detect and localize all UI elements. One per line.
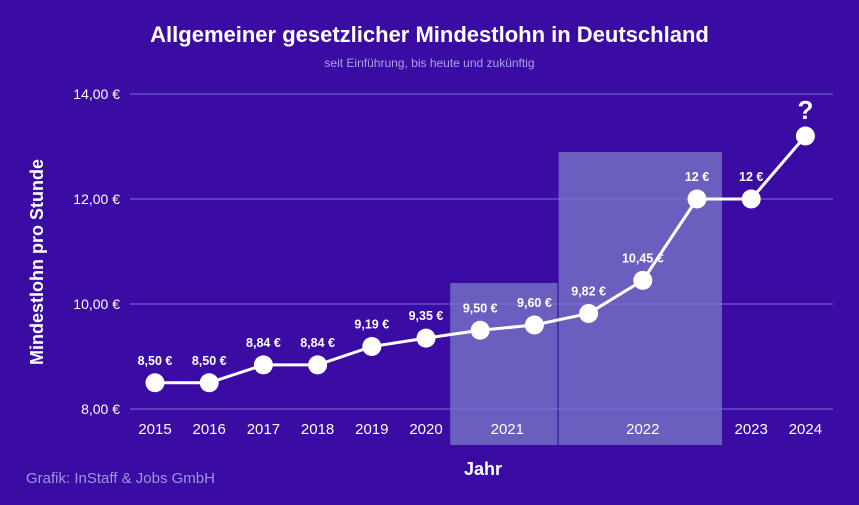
y-axis-label: Mindestlohn pro Stunde	[27, 159, 47, 365]
data-point	[687, 189, 707, 209]
highlight-box-2021	[450, 283, 558, 445]
chart-subtitle: seit Einführung, bis heute und zukünftig	[324, 56, 535, 70]
data-label: 8,50 €	[192, 354, 227, 368]
data-label: 8,50 €	[138, 354, 173, 368]
x-tick-label: 2023	[735, 421, 768, 438]
credit-text: Grafik: InStaff & Jobs GmbH	[26, 470, 215, 487]
data-point	[470, 320, 490, 340]
data-point	[633, 270, 653, 290]
data-point	[795, 126, 815, 146]
data-label: 12 €	[739, 170, 763, 184]
data-point	[199, 373, 219, 393]
data-label: 9,19 €	[354, 318, 389, 332]
y-tick-label: 14,00 €	[73, 86, 120, 102]
data-point	[308, 355, 328, 375]
data-point	[253, 355, 273, 375]
data-point	[362, 337, 382, 357]
data-label: 12 €	[685, 170, 709, 184]
x-tick-label: 2019	[355, 421, 388, 438]
data-label: 9,82 €	[571, 284, 606, 298]
x-tick-label: 2017	[247, 421, 280, 438]
data-label: ?	[797, 95, 813, 125]
data-label: 9,35 €	[409, 309, 444, 323]
data-label: 9,60 €	[517, 296, 552, 310]
x-tick-label: 2022	[626, 421, 659, 438]
y-tick-label: 10,00 €	[73, 296, 120, 312]
data-point	[741, 189, 761, 209]
x-tick-label: 2021	[491, 421, 524, 438]
data-label: 10,45 €	[622, 251, 664, 265]
data-label: 9,50 €	[463, 301, 498, 315]
data-point	[145, 373, 165, 393]
y-tick-label: 12,00 €	[73, 191, 120, 207]
x-tick-label: 2020	[409, 421, 442, 438]
x-axis-label: Jahr	[464, 459, 502, 479]
x-tick-label: 2016	[193, 421, 226, 438]
chart-title: Allgemeiner gesetzlicher Mindestlohn in …	[150, 22, 709, 47]
data-label: 8,84 €	[246, 336, 281, 350]
x-tick-label: 2024	[789, 421, 822, 438]
data-point	[416, 328, 436, 348]
x-tick-label: 2015	[138, 421, 171, 438]
data-point	[579, 303, 599, 323]
y-tick-label: 8,00 €	[81, 401, 120, 417]
x-tick-label: 2018	[301, 421, 334, 438]
data-point	[524, 315, 544, 335]
data-label: 8,84 €	[300, 336, 335, 350]
